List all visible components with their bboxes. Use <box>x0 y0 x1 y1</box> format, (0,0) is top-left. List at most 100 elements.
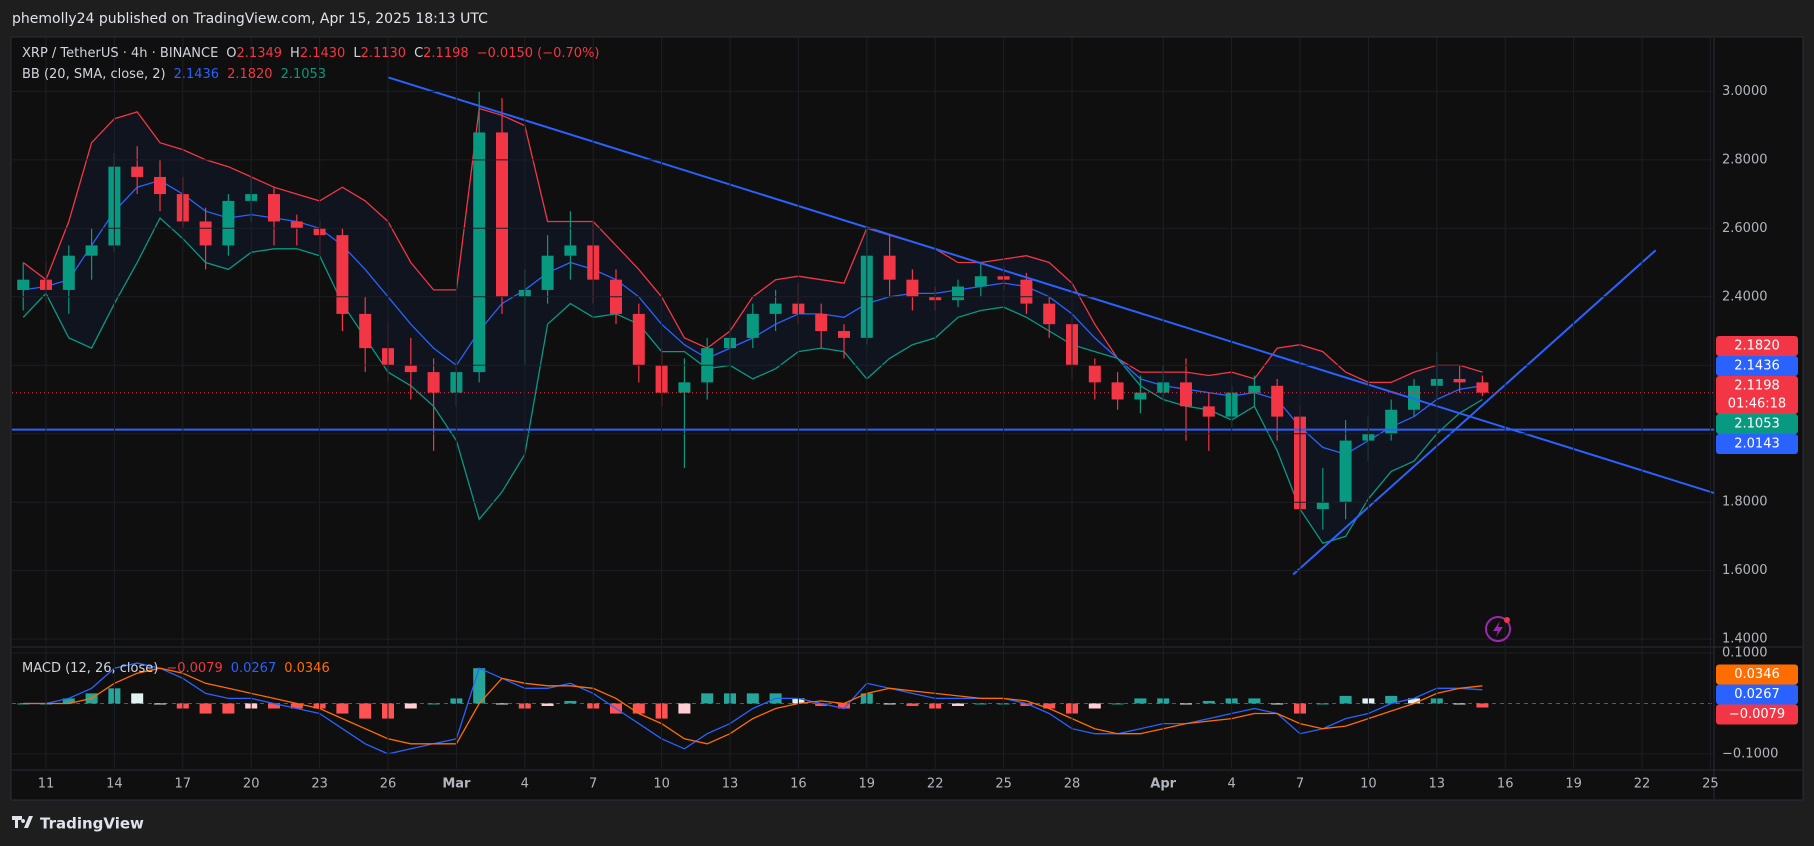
candle-body <box>1248 385 1261 393</box>
x-tick-label: 28 <box>1064 777 1081 792</box>
x-tick-label: 26 <box>380 777 397 792</box>
axis-badge-label: 2.1053 <box>1734 417 1780 432</box>
x-tick-label: Apr <box>1150 777 1176 792</box>
footer-brand: TradingView <box>40 815 144 833</box>
macd-line <box>23 662 1483 755</box>
x-tick-label: 17 <box>175 777 192 792</box>
indicator-name: BB (20, SMA, close, 2) <box>22 67 166 82</box>
x-tick-label: 14 <box>106 777 123 792</box>
axis-badge <box>1716 704 1798 725</box>
candle-body <box>199 221 212 246</box>
histogram-bar <box>1020 703 1033 706</box>
candle-body <box>815 313 828 332</box>
x-tick-label: 19 <box>859 777 876 792</box>
candle-body <box>1088 365 1101 383</box>
x-tick-label: 19 <box>1565 777 1582 792</box>
candle-body <box>678 382 691 393</box>
x-tick-label: 10 <box>653 777 670 792</box>
candle-body <box>17 279 30 290</box>
indicator-value: 2.1820 <box>227 67 273 82</box>
candle-body <box>1134 392 1147 400</box>
axis-badge <box>1716 414 1798 435</box>
y-tick-label: 1.6000 <box>1722 563 1768 578</box>
ohlc-value: 2.1130 <box>361 46 407 61</box>
ohlc-key: H <box>290 46 300 61</box>
x-tick-label: 13 <box>1429 777 1446 792</box>
histogram-bar <box>632 703 645 714</box>
signal-line <box>23 667 1483 745</box>
histogram-bar <box>838 703 850 709</box>
histogram-bar <box>1180 703 1192 705</box>
histogram-bar <box>564 700 577 704</box>
histogram-bar <box>154 703 166 705</box>
axis-badge-label: 2.1198 <box>1734 379 1780 394</box>
histogram-bar <box>62 698 75 704</box>
symbol-legend: XRP / TetherUS · 4h · BINANCE O2.1349 H2.1… <box>22 46 600 61</box>
histogram-bar <box>1476 703 1489 708</box>
histogram-bar <box>1316 703 1329 705</box>
candle-body <box>404 365 417 373</box>
candle-body <box>154 176 166 195</box>
axis-badge <box>1716 434 1798 455</box>
candle-body <box>1476 382 1489 393</box>
candle-body <box>632 313 645 366</box>
axis-badge <box>1716 664 1798 685</box>
x-tick-label: 16 <box>1497 777 1514 792</box>
histogram-bar <box>1408 698 1420 704</box>
candle-body <box>62 255 75 290</box>
candle-body <box>952 286 964 301</box>
ohlc-value: 2.1430 <box>300 46 346 61</box>
histogram-bar <box>1453 703 1466 705</box>
change: −0.0150 (−0.70%) <box>477 46 600 61</box>
candle-body <box>1043 303 1056 325</box>
candle-body <box>1316 502 1329 510</box>
histogram-bar <box>222 703 235 714</box>
axis-badge <box>1716 356 1798 377</box>
histogram-bar <box>359 703 372 719</box>
trendline <box>1292 249 1657 576</box>
candle-body <box>131 166 144 177</box>
x-tick-label: 22 <box>1634 777 1651 792</box>
histogram-bar <box>268 703 280 709</box>
ohlc-value: 2.1198 <box>423 46 469 61</box>
candle-body <box>1111 382 1124 400</box>
indicator-legend: MACD (12, 26, close) −0.0079 0.0267 0.0346 <box>22 661 330 676</box>
countdown-label: 01:46:18 <box>1728 397 1786 412</box>
axis-badge <box>1716 336 1798 357</box>
candle-body <box>1408 385 1420 410</box>
candle-body <box>473 132 486 373</box>
indicator-value: 2.1436 <box>174 67 220 82</box>
candle-body <box>427 372 440 393</box>
histogram-bar <box>815 703 828 706</box>
x-tick-label: 25 <box>995 777 1012 792</box>
axis-badge-label: 2.0143 <box>1734 437 1780 452</box>
histogram-bar <box>974 703 987 705</box>
x-tick-label: 4 <box>1227 777 1235 792</box>
candle-body <box>564 245 577 256</box>
histogram-bar <box>427 703 440 705</box>
candle-body <box>1202 406 1215 417</box>
y-tick-label: 1.4000 <box>1722 632 1768 647</box>
y-tick-label: 2.4000 <box>1722 289 1768 304</box>
x-tick-label: 22 <box>927 777 944 792</box>
histogram-bar <box>906 703 919 706</box>
axis-badge-label: −0.0079 <box>1729 707 1785 722</box>
candle-body <box>268 194 280 222</box>
indicator-value: −0.0079 <box>166 661 222 676</box>
x-tick-label: 10 <box>1360 777 1377 792</box>
y-tick-label: 0.1000 <box>1722 646 1768 661</box>
candle-body <box>1385 409 1398 434</box>
histogram-bar <box>1202 700 1215 704</box>
x-tick-label: 11 <box>38 777 55 792</box>
axis-badge-label: 2.1436 <box>1734 359 1780 374</box>
histogram-bar <box>1134 698 1147 704</box>
histogram-bar <box>1111 703 1124 705</box>
candle-body <box>336 235 349 314</box>
x-tick-label: 7 <box>1296 777 1304 792</box>
symbol: XRP / TetherUS · 4h · BINANCE <box>22 46 218 61</box>
x-tick-label: Mar <box>442 777 471 792</box>
histogram-bar <box>541 703 554 706</box>
histogram-bar <box>290 703 303 709</box>
candle-body <box>359 313 372 349</box>
y-tick-label: 2.6000 <box>1722 221 1768 236</box>
